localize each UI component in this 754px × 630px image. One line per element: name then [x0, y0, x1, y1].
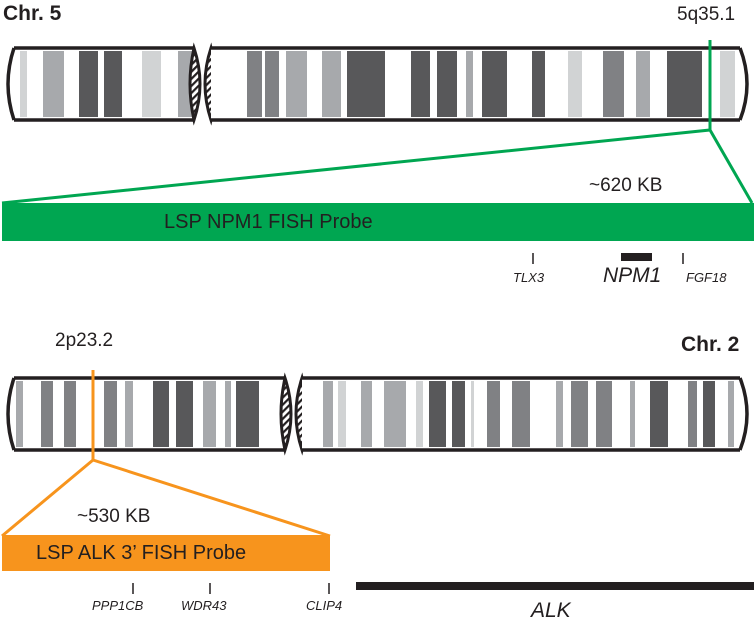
alk-probe-bar — [2, 535, 330, 571]
chr5-probe-size: ~620 KB — [589, 175, 663, 196]
gene-label-fgf18: FGF18 — [686, 270, 727, 285]
chr5-title: Chr. 5 — [3, 2, 62, 25]
alk-probe-label: LSP ALK 3’ FISH Probe — [36, 542, 247, 564]
chr2-q-bands — [323, 381, 734, 447]
gene-label-alk: ALK — [531, 599, 571, 622]
chr5-p-bands — [20, 51, 193, 117]
npm1-probe-label: LSP NPM1 FISH Probe — [164, 211, 373, 233]
chr2-band-label: 2p23.2 — [55, 330, 114, 351]
chromosome-2-ideogram — [6, 372, 749, 456]
npm1-probe-bar — [2, 203, 754, 241]
chr5-q-bands — [247, 51, 735, 117]
chr5-gene-markers — [532, 253, 684, 264]
chr2-probe-size: ~530 KB — [77, 506, 151, 527]
chr2-title: Chr. 2 — [681, 333, 740, 356]
chr5-band-label: 5q35.1 — [677, 4, 736, 25]
gene-label-npm1: NPM1 — [603, 264, 662, 287]
chromosome-5-ideogram — [6, 42, 749, 126]
chr5-probe-locator — [1, 40, 754, 205]
gene-label-ppp1cb: PPP1CB — [92, 598, 144, 613]
gene-label-tlx3: TLX3 — [513, 270, 545, 285]
chr2-p-bands — [16, 381, 259, 447]
chr2-gene-markers — [132, 582, 754, 594]
gene-label-wdr43: WDR43 — [181, 598, 227, 613]
gene-label-clip4: CLIP4 — [306, 598, 343, 613]
chr2-probe-locator — [1, 370, 331, 538]
